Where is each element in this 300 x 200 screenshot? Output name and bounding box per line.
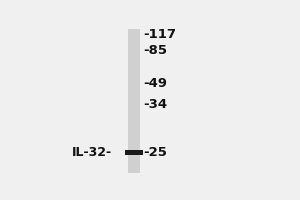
Bar bbox=[128, 29, 140, 173]
Text: -34: -34 bbox=[143, 98, 167, 111]
Text: -49: -49 bbox=[143, 77, 167, 90]
Text: -25: -25 bbox=[143, 146, 167, 159]
Text: IL-32-: IL-32- bbox=[72, 146, 112, 159]
Text: -85: -85 bbox=[143, 44, 167, 57]
Text: -117: -117 bbox=[143, 28, 176, 41]
Bar bbox=[125, 150, 143, 155]
